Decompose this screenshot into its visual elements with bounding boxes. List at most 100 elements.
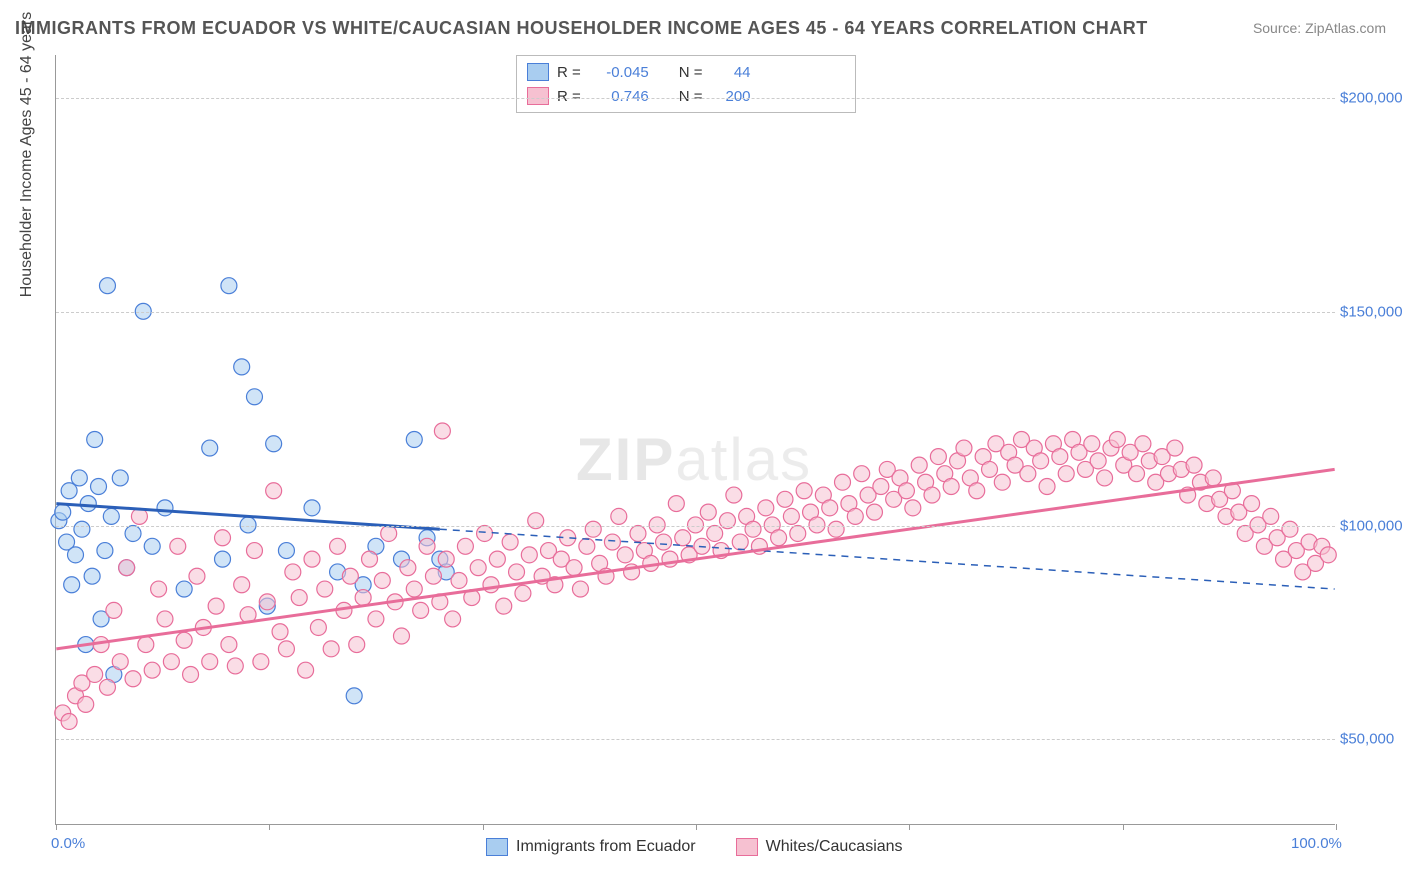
data-point <box>144 538 160 554</box>
data-point <box>64 577 80 593</box>
data-point <box>502 534 518 550</box>
data-point <box>78 696 94 712</box>
legend-swatch <box>486 838 508 856</box>
data-point <box>579 538 595 554</box>
data-point <box>847 508 863 524</box>
data-point <box>266 436 282 452</box>
data-point <box>170 538 186 554</box>
data-point <box>362 551 378 567</box>
data-point <box>617 547 633 563</box>
data-point <box>732 534 748 550</box>
legend-stats: R = -0.045 N = 44 R = 0.746 N = 200 <box>516 55 856 113</box>
data-point <box>994 474 1010 490</box>
data-point <box>1090 453 1106 469</box>
data-point <box>1039 479 1055 495</box>
data-point <box>138 637 154 653</box>
data-point <box>930 449 946 465</box>
data-point <box>668 496 684 512</box>
data-point <box>234 577 250 593</box>
data-point <box>1033 453 1049 469</box>
data-point <box>515 585 531 601</box>
data-point <box>119 560 135 576</box>
data-point <box>157 611 173 627</box>
data-point <box>905 500 921 516</box>
data-point <box>266 483 282 499</box>
data-point <box>151 581 167 597</box>
data-point <box>796 483 812 499</box>
y-tick-label: $50,000 <box>1340 731 1395 748</box>
data-point <box>777 491 793 507</box>
y-axis-label: Householder Income Ages 45 - 64 years <box>18 12 36 298</box>
data-point <box>496 598 512 614</box>
n-value: 44 <box>711 64 751 81</box>
data-point <box>349 637 365 653</box>
n-label: N = <box>679 88 703 105</box>
data-point <box>1186 457 1202 473</box>
data-point <box>477 525 493 541</box>
data-point <box>355 590 371 606</box>
data-point <box>99 679 115 695</box>
data-point <box>346 688 362 704</box>
r-value: -0.045 <box>589 64 649 81</box>
data-point <box>330 538 346 554</box>
data-point <box>202 440 218 456</box>
data-point <box>55 504 71 520</box>
data-point <box>1282 521 1298 537</box>
data-point <box>342 568 358 584</box>
legend-series-label: Whites/Caucasians <box>766 838 903 856</box>
data-point <box>745 521 761 537</box>
data-point <box>176 581 192 597</box>
data-point <box>434 423 450 439</box>
data-point <box>103 508 119 524</box>
y-tick-label: $200,000 <box>1340 89 1395 106</box>
data-point <box>1205 470 1221 486</box>
data-point <box>278 543 294 559</box>
x-tick-label: 0.0% <box>51 835 85 852</box>
n-label: N = <box>679 64 703 81</box>
data-point <box>828 521 844 537</box>
x-tick-mark <box>909 824 910 830</box>
data-point <box>144 662 160 678</box>
data-point <box>189 568 205 584</box>
data-point <box>873 479 889 495</box>
data-point <box>854 466 870 482</box>
data-point <box>208 598 224 614</box>
data-point <box>790 525 806 541</box>
x-tick-mark <box>269 824 270 830</box>
data-point <box>91 479 107 495</box>
data-point <box>393 628 409 644</box>
data-point <box>425 568 441 584</box>
data-point <box>202 654 218 670</box>
data-point <box>183 666 199 682</box>
data-point <box>604 534 620 550</box>
data-point <box>374 572 390 588</box>
data-point <box>406 581 422 597</box>
data-point <box>758 500 774 516</box>
data-point <box>521 547 537 563</box>
data-point <box>1058 466 1074 482</box>
data-point <box>943 479 959 495</box>
legend-series-label: Immigrants from Ecuador <box>516 838 696 856</box>
data-point <box>406 432 422 448</box>
data-point <box>80 496 96 512</box>
data-point <box>611 508 627 524</box>
data-point <box>489 551 505 567</box>
data-point <box>726 487 742 503</box>
data-point <box>656 534 672 550</box>
data-point <box>1020 466 1036 482</box>
data-point <box>304 551 320 567</box>
data-point <box>783 508 799 524</box>
data-point <box>285 564 301 580</box>
r-label: R = <box>557 88 581 105</box>
data-point <box>419 538 435 554</box>
data-point <box>317 581 333 597</box>
data-point <box>278 641 294 657</box>
x-tick-mark <box>56 824 57 830</box>
data-point <box>585 521 601 537</box>
data-point <box>956 440 972 456</box>
gridline <box>56 739 1335 740</box>
data-point <box>822 500 838 516</box>
data-point <box>234 359 250 375</box>
data-point <box>400 560 416 576</box>
data-point <box>61 713 77 729</box>
